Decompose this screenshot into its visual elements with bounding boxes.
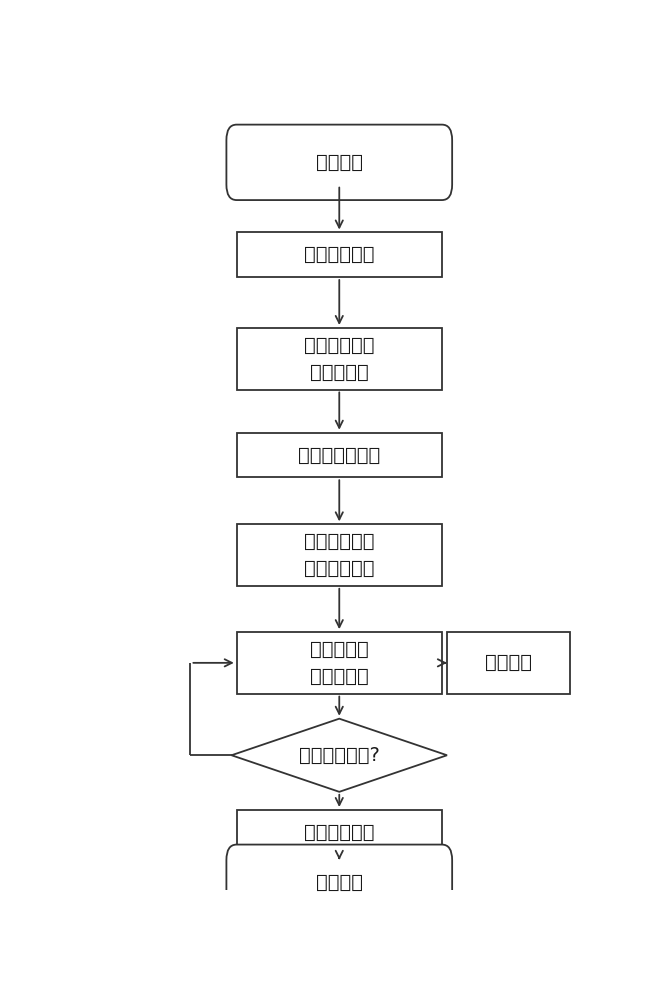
FancyBboxPatch shape	[237, 810, 442, 855]
FancyBboxPatch shape	[447, 632, 570, 694]
Text: 初始化图像参数: 初始化图像参数	[298, 445, 381, 464]
Text: 获取设备信息
和图像信息: 获取设备信息 和图像信息	[304, 336, 375, 381]
Polygon shape	[232, 719, 447, 792]
Text: 开启视频设备: 开启视频设备	[304, 245, 375, 264]
FancyBboxPatch shape	[237, 232, 442, 277]
Text: 程序开始: 程序开始	[316, 153, 363, 172]
FancyBboxPatch shape	[226, 125, 452, 200]
Text: 关闭视频设备: 关闭视频设备	[304, 823, 375, 842]
Text: 捕获一帧并
送到缓冲器: 捕获一帧并 送到缓冲器	[310, 640, 369, 686]
FancyBboxPatch shape	[237, 524, 442, 586]
FancyBboxPatch shape	[237, 632, 442, 694]
Text: 设置缓冲区并
建立内存映射: 设置缓冲区并 建立内存映射	[304, 532, 375, 578]
Text: 图像传输: 图像传输	[485, 653, 532, 672]
Text: 是否停止采集?: 是否停止采集?	[299, 746, 380, 765]
FancyBboxPatch shape	[237, 433, 442, 477]
Text: 程序结束: 程序结束	[316, 873, 363, 892]
FancyBboxPatch shape	[226, 845, 452, 920]
FancyBboxPatch shape	[237, 328, 442, 390]
